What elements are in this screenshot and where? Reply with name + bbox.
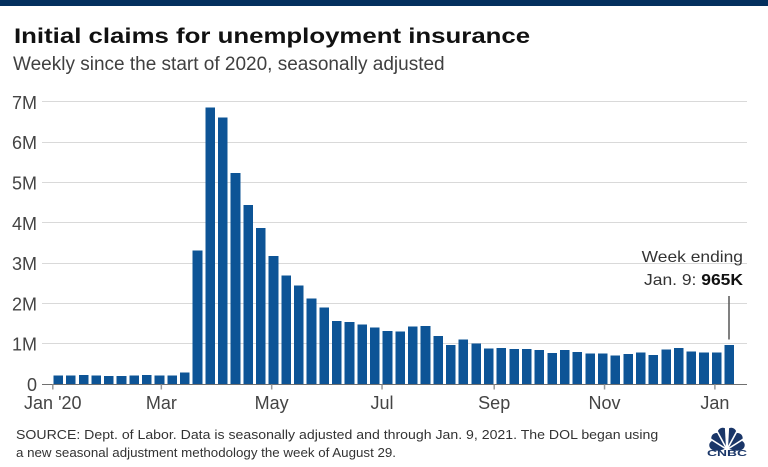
svg-text:6M: 6M	[12, 133, 37, 153]
svg-text:4M: 4M	[12, 214, 37, 234]
svg-text:CNBC: CNBC	[707, 448, 747, 458]
svg-text:3M: 3M	[12, 254, 37, 274]
svg-text:Jan: Jan	[700, 393, 729, 413]
svg-text:Week ending: Week ending	[642, 249, 743, 266]
svg-text:7M: 7M	[12, 93, 37, 113]
svg-text:Nov: Nov	[589, 393, 621, 413]
svg-text:Jul: Jul	[371, 393, 394, 413]
svg-text:2M: 2M	[12, 294, 37, 314]
svg-text:1M: 1M	[12, 335, 37, 355]
svg-text:Jan. 9: 965K: Jan. 9: 965K	[644, 272, 743, 289]
svg-text:Mar: Mar	[146, 393, 177, 413]
svg-text:0: 0	[27, 375, 37, 395]
svg-text:May: May	[255, 393, 289, 413]
svg-text:Sep: Sep	[478, 393, 510, 413]
svg-text:5M: 5M	[12, 174, 37, 194]
svg-text:Jan '20: Jan '20	[24, 393, 81, 413]
